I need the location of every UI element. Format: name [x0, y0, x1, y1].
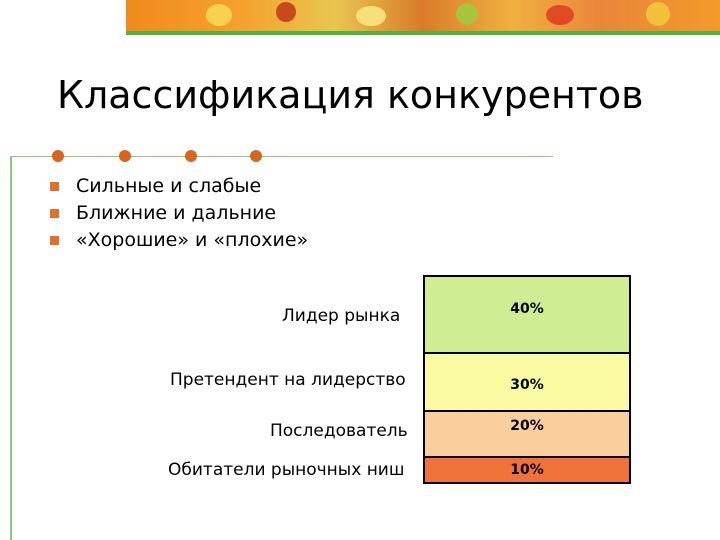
slide-title: Классификация конкурентов [57, 73, 644, 117]
square-bullet-icon [50, 209, 59, 218]
tier-value-leader: 40% [510, 301, 544, 317]
tier-value-challenger: 30% [510, 377, 544, 393]
tier-box-niche: 10% [423, 456, 631, 484]
top-green-rule [126, 31, 720, 35]
decorative-banner [126, 0, 720, 31]
tier-label-challenger: Претендент на лидерство [170, 370, 406, 390]
square-bullet-icon [50, 182, 59, 191]
tier-label-follower: Последователь [270, 421, 408, 441]
decor-dot [119, 150, 131, 162]
tier-value-follower: 20% [510, 418, 544, 434]
tier-box-challenger: 30% [423, 352, 631, 412]
tier-label-niche: Обитатели рыночных ниш [168, 460, 405, 480]
decor-dot [52, 150, 64, 162]
decor-dot [250, 150, 262, 162]
square-bullet-icon [50, 236, 59, 245]
tier-box-follower: 20% [423, 410, 631, 458]
bullet-text: Сильные и слабые [76, 175, 262, 197]
decor-dot [185, 150, 197, 162]
tier-label-leader: Лидер рынка [282, 306, 401, 326]
bullet-text: «Хорошие» и «плохие» [76, 229, 309, 251]
title-underline [10, 156, 553, 157]
tier-box-leader: 40% [423, 275, 631, 354]
left-green-rule [10, 156, 12, 540]
bullet-text: Ближние и дальние [76, 202, 277, 224]
tier-value-niche: 10% [510, 462, 544, 478]
